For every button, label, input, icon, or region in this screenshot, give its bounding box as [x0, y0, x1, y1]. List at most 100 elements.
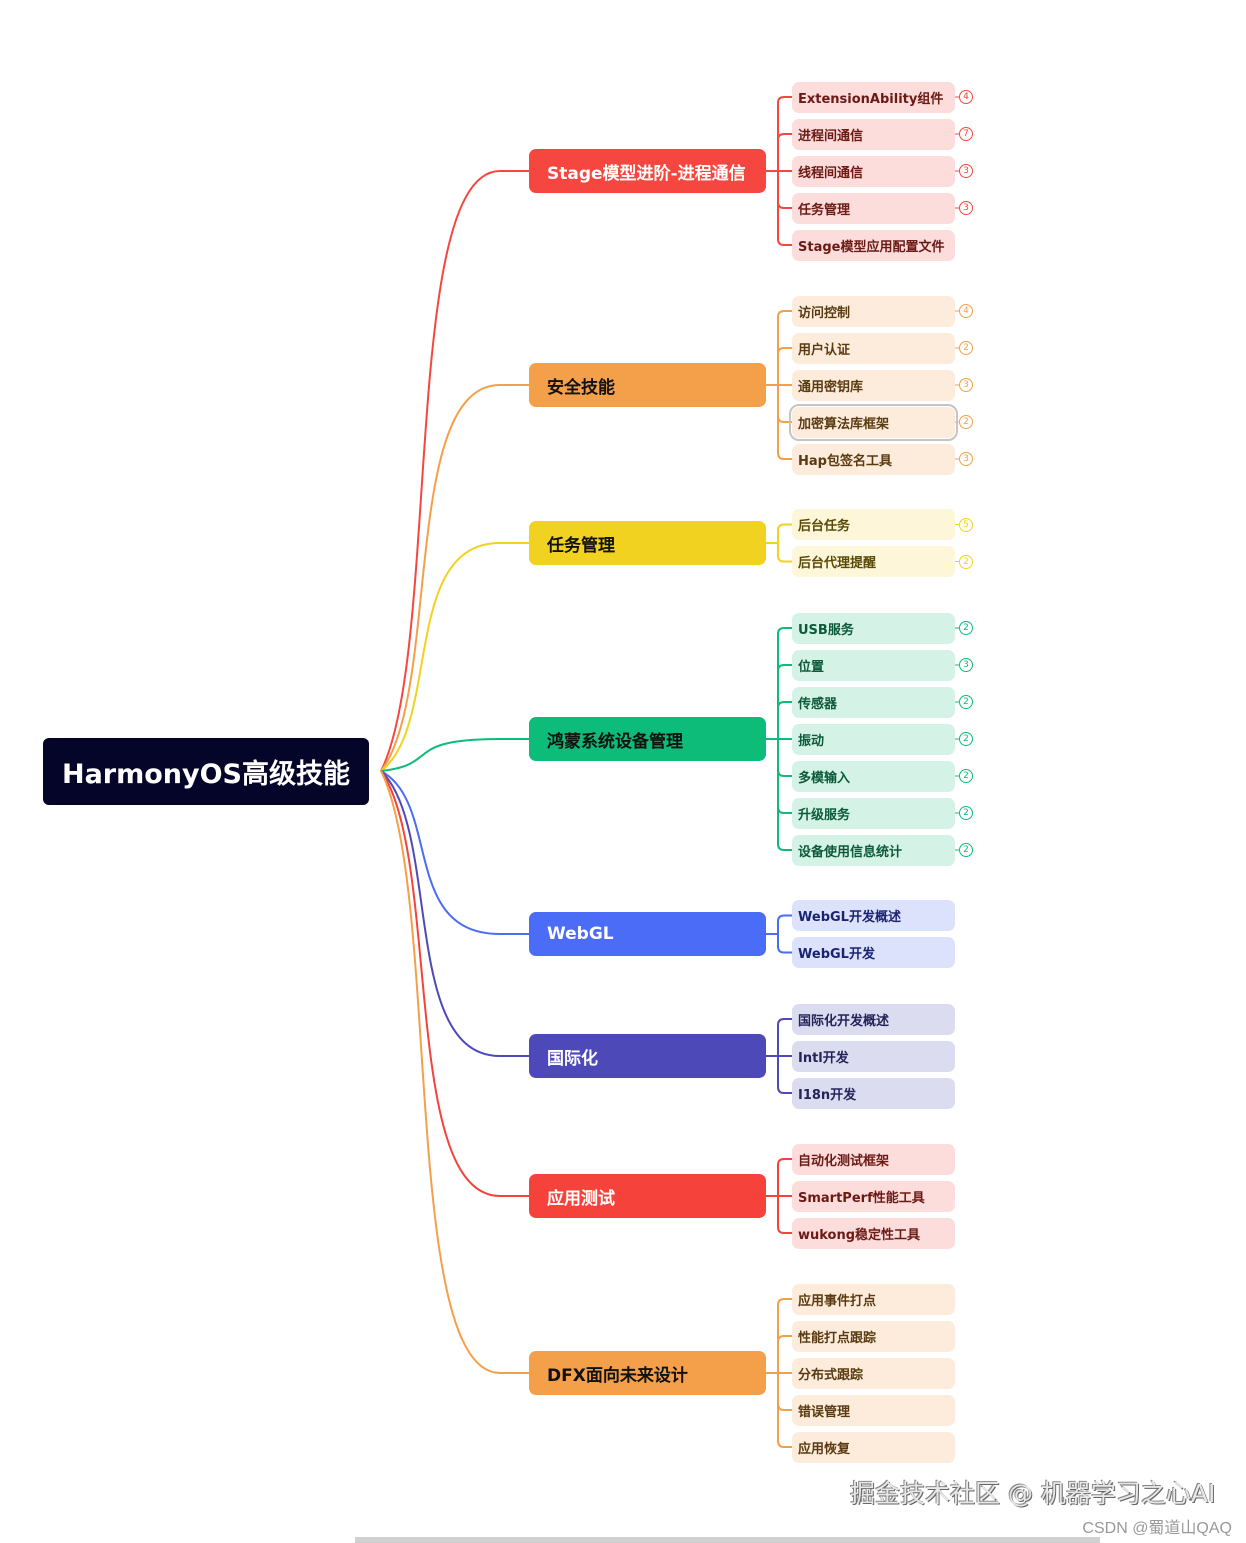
collapsed-count-badge[interactable]: 3 — [959, 378, 973, 392]
branch-node[interactable]: Stage模型进阶-进程通信 — [529, 149, 766, 193]
branch-connector — [380, 384, 529, 772]
leaf-node[interactable]: 访问控制 — [792, 295, 955, 327]
leaf-connector — [777, 1056, 792, 1094]
leaf-label: 性能打点跟踪 — [798, 1330, 877, 1346]
watermark-csdn: CSDN @蜀道山QAQ — [1082, 1520, 1232, 1537]
root-label: HarmonyOS高级技能 — [61, 759, 351, 790]
leaf-node[interactable]: 任务管理 — [792, 192, 955, 224]
leaf-node[interactable]: I18n开发 — [792, 1077, 955, 1109]
leaf-connector — [777, 347, 792, 385]
leaf-node[interactable]: Stage模型应用配置文件 — [792, 229, 955, 261]
leaf-connector — [777, 914, 792, 934]
leaf-label: 访问控制 — [798, 305, 851, 321]
leaf-connector — [777, 523, 792, 543]
leaf-node[interactable]: WebGL开发 — [792, 937, 955, 968]
collapsed-count-badge[interactable]: 2 — [959, 621, 973, 635]
collapsed-count-badge[interactable]: 3 — [959, 452, 973, 466]
collapsed-count-badge[interactable]: 2 — [959, 806, 973, 820]
leaf-label: 任务管理 — [798, 202, 851, 218]
leaf-connector — [777, 96, 792, 171]
leaf-label: SmartPerf性能工具 — [798, 1190, 925, 1206]
leaf-label: 设备使用信息统计 — [798, 844, 903, 860]
leaf-node[interactable]: 加密算法库框架 — [789, 403, 958, 441]
root-node[interactable]: HarmonyOS高级技能 — [43, 738, 369, 805]
leaf-connector — [777, 739, 792, 777]
leaf-node[interactable]: SmartPerf性能工具 — [792, 1180, 955, 1212]
collapsed-count-badge[interactable]: 2 — [959, 769, 973, 783]
leaf-node[interactable]: 用户认证 — [792, 332, 955, 364]
branch-label: 鸿蒙系统设备管理 — [547, 731, 683, 752]
leaf-node[interactable]: 传感器 — [792, 686, 955, 718]
leaf-label: 自动化测试框架 — [798, 1153, 890, 1169]
leaf-node[interactable]: 性能打点跟踪 — [792, 1320, 955, 1352]
leaf-label: 错误管理 — [798, 1404, 851, 1420]
leaf-connector — [777, 385, 792, 460]
branch-node[interactable]: 任务管理 — [529, 521, 766, 565]
leaf-node[interactable]: 分布式跟踪 — [792, 1357, 955, 1389]
branch-node[interactable]: 鸿蒙系统设备管理 — [529, 717, 766, 761]
leaf-label: Intl开发 — [798, 1050, 849, 1066]
leaf-node[interactable]: 应用恢复 — [792, 1431, 955, 1463]
branch-node[interactable]: WebGL — [529, 912, 766, 956]
branch-node[interactable]: 国际化 — [529, 1034, 766, 1078]
collapsed-count-badge[interactable]: 2 — [959, 695, 973, 709]
leaf-connector — [777, 664, 792, 739]
leaf-connector — [777, 1158, 792, 1196]
collapsed-count-badge[interactable]: 3 — [959, 201, 973, 215]
leaf-node[interactable]: Intl开发 — [792, 1040, 955, 1072]
collapsed-count-badge[interactable]: 2 — [959, 554, 973, 569]
leaf-node[interactable]: 错误管理 — [792, 1394, 955, 1426]
leaf-node[interactable]: 位置 — [792, 649, 955, 681]
collapsed-count-badge[interactable]: 4 — [959, 304, 973, 318]
leaf-label: 用户认证 — [798, 342, 851, 358]
leaf-node[interactable]: ExtensionAbility组件 — [792, 81, 955, 113]
leaf-node[interactable]: 设备使用信息统计 — [792, 834, 955, 866]
collapsed-count-badge[interactable]: 7 — [959, 127, 973, 141]
leaf-node[interactable]: Hap包签名工具 — [792, 443, 955, 475]
leaf-node[interactable]: wukong稳定性工具 — [792, 1217, 955, 1249]
leaf-connector — [777, 1335, 792, 1373]
leaf-node[interactable]: 多模输入 — [792, 760, 955, 792]
leaf-label: 后台任务 — [798, 519, 851, 534]
collapsed-count-badge[interactable]: 4 — [959, 90, 973, 104]
branch-label: 任务管理 — [547, 535, 615, 556]
leaf-connector — [777, 934, 792, 954]
leaf-node[interactable]: 后台代理提醒 — [792, 546, 955, 577]
leaf-node[interactable]: 国际化开发概述 — [792, 1003, 955, 1035]
leaf-node[interactable]: 振动 — [792, 723, 955, 755]
horizontal-scrollbar[interactable] — [355, 1537, 1100, 1543]
branch-node[interactable]: DFX面向未来设计 — [529, 1351, 766, 1395]
branch-node[interactable]: 安全技能 — [529, 363, 766, 407]
leaf-connector — [777, 1018, 792, 1056]
leaf-label: 后台代理提醒 — [798, 556, 877, 571]
leaf-label: 振动 — [798, 733, 825, 749]
leaf-node[interactable]: WebGL开发概述 — [792, 900, 955, 931]
collapsed-count-badge[interactable]: 2 — [959, 843, 973, 857]
branch-connector — [380, 770, 529, 935]
collapsed-count-badge[interactable]: 2 — [959, 732, 973, 746]
collapsed-count-badge[interactable]: 5 — [959, 517, 973, 532]
leaf-connector — [777, 310, 792, 385]
leaf-node[interactable]: 进程间通信 — [792, 118, 955, 150]
leaf-label: 通用密钥库 — [798, 379, 864, 395]
watermark-juejin: 掘金技术社区 @ 机器学习之心AI — [850, 1479, 1216, 1508]
leaf-node[interactable]: 升级服务 — [792, 797, 955, 829]
collapsed-count-badge[interactable]: 2 — [959, 341, 973, 355]
collapsed-count-badge[interactable]: 3 — [959, 658, 973, 672]
branch-label: 应用测试 — [547, 1188, 615, 1209]
branch-connector — [380, 738, 529, 772]
leaf-node[interactable]: 通用密钥库 — [792, 369, 955, 401]
branch-connector — [380, 770, 529, 1374]
leaf-node[interactable]: 自动化测试框架 — [792, 1143, 955, 1175]
leaf-node[interactable]: 线程间通信 — [792, 155, 955, 187]
leaf-label: 线程间通信 — [798, 165, 864, 181]
leaf-connector — [777, 1373, 792, 1448]
leaf-node[interactable]: USB服务 — [792, 612, 955, 644]
branch-node[interactable]: 应用测试 — [529, 1174, 766, 1218]
collapsed-count-badge[interactable]: 2 — [959, 415, 973, 429]
leaf-node[interactable]: 应用事件打点 — [792, 1283, 955, 1315]
leaf-node[interactable]: 后台任务 — [792, 509, 955, 540]
leaf-label: USB服务 — [798, 622, 854, 638]
collapsed-count-badge[interactable]: 3 — [959, 164, 973, 178]
